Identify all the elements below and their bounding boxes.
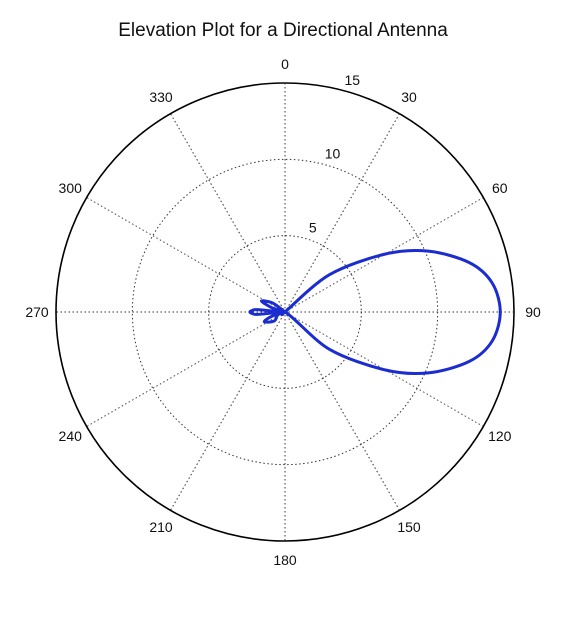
angle-tick-60: 60: [492, 180, 508, 196]
angle-tick-30: 30: [401, 89, 417, 105]
radial-tick-5: 5: [309, 219, 317, 235]
radial-tick-15: 15: [344, 72, 360, 88]
angle-tick-180: 180: [273, 552, 297, 568]
chart-title: Elevation Plot for a Directional Antenna: [118, 20, 448, 41]
angle-tick-120: 120: [488, 428, 512, 444]
data-series: [248, 248, 502, 376]
radial-tick-10: 10: [325, 146, 341, 162]
series-line-0: [248, 248, 502, 376]
angle-tick-270: 270: [25, 304, 49, 320]
angle-tick-150: 150: [397, 519, 421, 535]
angle-tick-240: 240: [59, 428, 83, 444]
angle-tick-labels: 0 30 60 90 120 150 180 210 240 270 300 330: [25, 56, 541, 568]
angle-tick-330: 330: [149, 89, 173, 105]
angle-tick-0: 0: [281, 56, 289, 72]
angle-tick-90: 90: [525, 304, 541, 320]
radial-tick-labels: 5 10 15: [309, 72, 360, 235]
angle-tick-300: 300: [59, 180, 83, 196]
angle-tick-210: 210: [149, 519, 173, 535]
